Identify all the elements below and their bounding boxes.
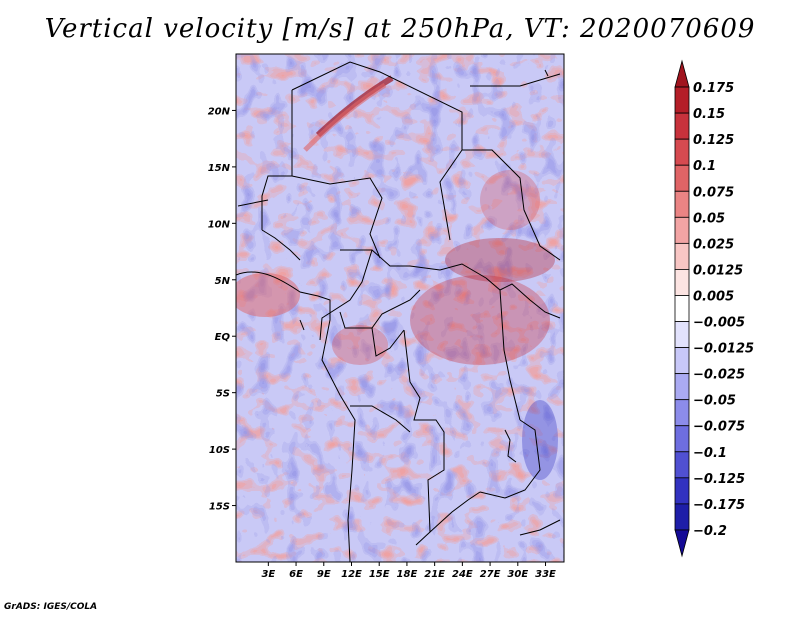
colorbar-label: 0.1 (693, 159, 716, 174)
lat-tick-label: 20N (208, 106, 231, 117)
colorbar-label: −0.1 (693, 446, 727, 461)
longitude-axis: 3E 6E 9E 12E 15E 18E 21E 24E 27E 30E 33E (261, 562, 556, 580)
colorbar-label: 0.075 (693, 185, 734, 200)
colorbar-swatch (674, 477, 690, 505)
lon-tick-label: 27E (480, 569, 501, 580)
colorbar-label: 0.005 (693, 289, 734, 304)
colorbar-swatch (674, 216, 690, 244)
colorbar-swatch (674, 269, 690, 296)
colorbar-swatch (674, 321, 690, 348)
colorbar-swatch (674, 373, 690, 401)
lon-tick-label: 3E (261, 569, 275, 580)
colorbar: 0.175 0.15 0.125 0.1 0.075 0.05 0.025 0.0125 0.0… (674, 59, 754, 558)
colorbar-bottom-arrow (674, 529, 690, 558)
colorbar-swatch (674, 86, 690, 114)
colorbar-swatch (674, 399, 690, 427)
colorbar-label: 0.175 (693, 81, 734, 96)
colorbar-swatch (674, 112, 690, 140)
lat-tick-label: 5N (215, 276, 231, 287)
colorbar-label: 0.0125 (693, 263, 743, 278)
lat-tick-label: EQ (215, 332, 231, 343)
colorbar-swatch (674, 164, 690, 192)
lon-tick-label: 9E (317, 569, 331, 580)
colorbar-swatch (674, 425, 690, 453)
lon-tick-label: 30E (507, 569, 528, 580)
colorbar-label: −0.175 (693, 498, 745, 513)
colorbar-label: −0.05 (693, 394, 736, 409)
lon-tick-label: 21E (424, 569, 445, 580)
colorbar-label: 0.05 (693, 211, 725, 226)
lon-tick-label: 12E (341, 569, 362, 580)
colorbar-label: −0.025 (693, 368, 745, 383)
lon-tick-label: 18E (397, 569, 418, 580)
lon-tick-label: 24E (452, 569, 473, 580)
colorbar-label: −0.075 (693, 420, 745, 435)
colorbar-label: 0.15 (693, 107, 725, 122)
colorbar-label: −0.2 (693, 524, 727, 539)
lat-tick-label: 5S (216, 389, 230, 400)
vertical-velocity-field (236, 54, 564, 562)
colorbar-top-arrow (674, 59, 690, 88)
lon-tick-label: 33E (535, 569, 556, 580)
lat-tick-label: 10S (209, 445, 230, 456)
map-title: Vertical velocity [m/s] at 250hPa, VT: 2… (44, 14, 756, 44)
country-borders (236, 61, 561, 562)
latitude-axis: 20N 15N 10N 5N EQ 5S 10S 15S (208, 106, 236, 513)
colorbar-label: 0.025 (693, 237, 734, 252)
colorbar-label: 0.125 (693, 133, 734, 148)
colorbar-swatch (674, 347, 690, 375)
colorbar-swatch (674, 242, 690, 270)
lat-tick-label: 15S (209, 502, 230, 513)
plot-frame (235, 53, 565, 563)
colorbar-swatch (674, 190, 690, 218)
lat-tick-label: 15N (208, 163, 231, 174)
colorbar-swatch (674, 503, 690, 531)
colorbar-label: −0.125 (693, 472, 745, 487)
colorbar-label: −0.0125 (693, 342, 754, 357)
lon-tick-label: 15E (369, 569, 390, 580)
lat-tick-label: 10N (208, 219, 231, 230)
colorbar-swatch (674, 138, 690, 166)
grads-credit: GrADS: IGES/COLA (4, 602, 98, 612)
lon-tick-label: 6E (289, 569, 303, 580)
colorbar-swatch (674, 451, 690, 479)
colorbar-label: −0.005 (693, 316, 745, 331)
colorbar-swatch (674, 295, 690, 322)
